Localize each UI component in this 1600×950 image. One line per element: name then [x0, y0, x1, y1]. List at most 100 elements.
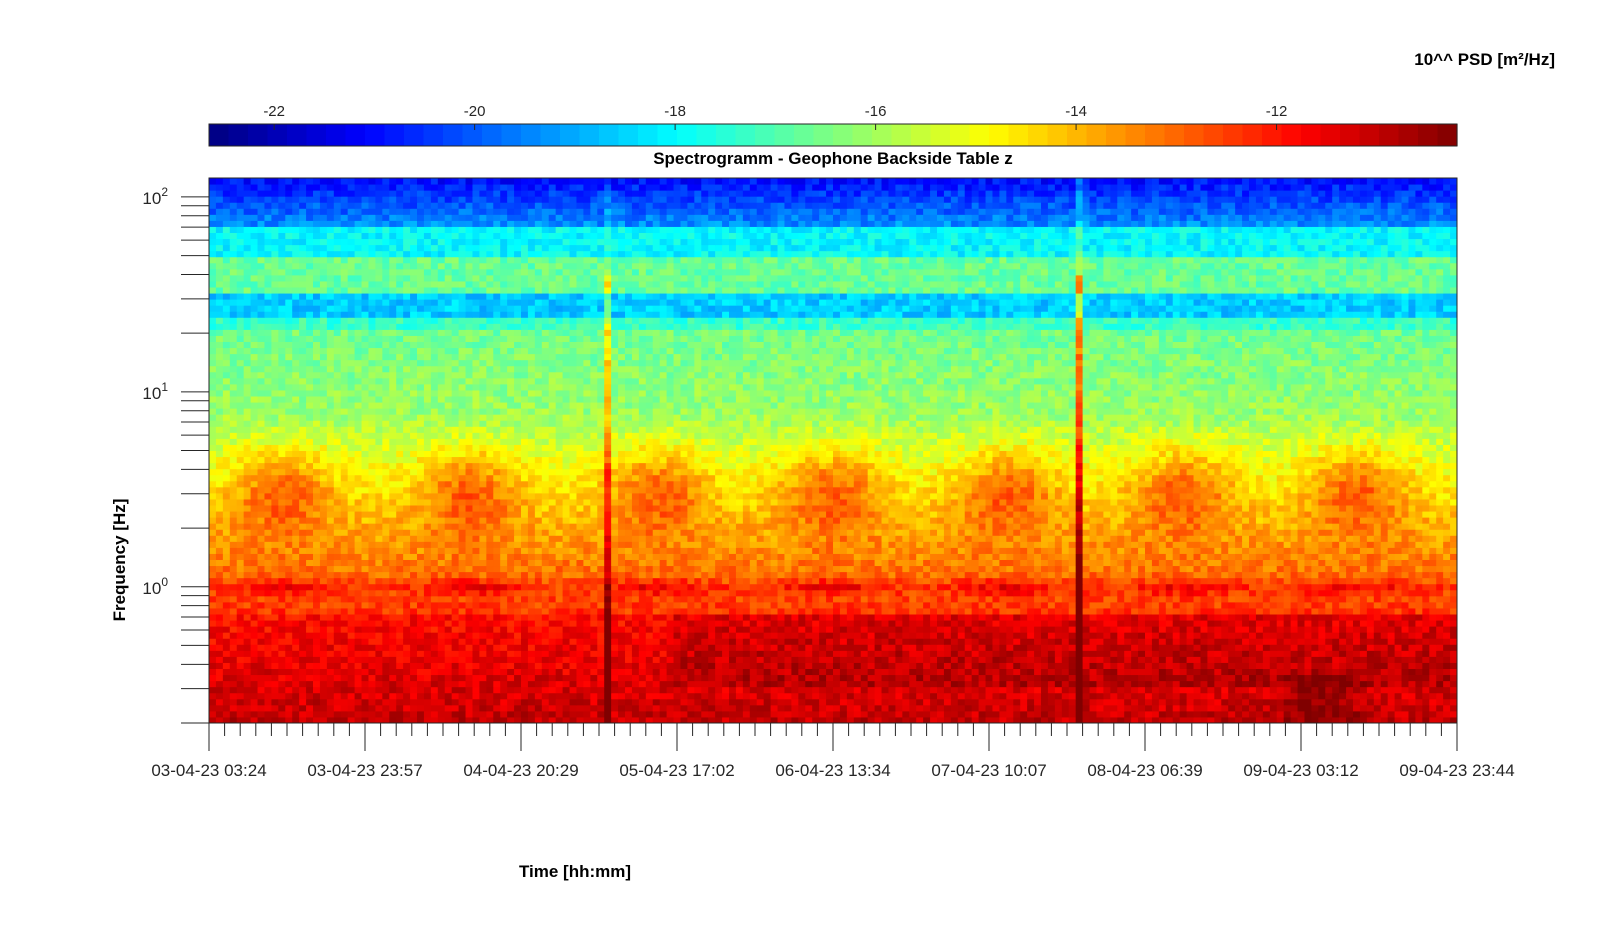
- heatmap-cell: [334, 632, 341, 639]
- heatmap-cell: [743, 681, 750, 688]
- heatmap-cell: [750, 584, 757, 591]
- heatmap-cell: [1395, 681, 1402, 688]
- heatmap-cell: [791, 687, 798, 694]
- heatmap-cell: [327, 687, 334, 694]
- heatmap-cell: [292, 681, 299, 688]
- colorbar-cell: [736, 124, 756, 146]
- heatmap-cell: [396, 584, 403, 591]
- heatmap-cell: [1298, 693, 1305, 700]
- heatmap-cell: [764, 693, 771, 700]
- heatmap-cell: [355, 632, 362, 639]
- heatmap-cell: [514, 681, 521, 688]
- heatmap-cell: [1339, 681, 1346, 688]
- heatmap-cell: [1235, 572, 1242, 579]
- heatmap-cell: [452, 626, 459, 633]
- heatmap-cell: [1180, 656, 1187, 663]
- heatmap-cell: [278, 626, 285, 633]
- heatmap-cell: [556, 656, 563, 663]
- heatmap-cell: [334, 687, 341, 694]
- heatmap-cell: [833, 681, 840, 688]
- heatmap-cell: [223, 687, 230, 694]
- heatmap-cell: [798, 590, 805, 597]
- heatmap-cell: [778, 656, 785, 663]
- heatmap-cell: [1124, 681, 1131, 688]
- heatmap-cell: [1034, 566, 1041, 573]
- heatmap-cell: [410, 566, 417, 573]
- heatmap-cell: [313, 693, 320, 700]
- heatmap-cell: [840, 602, 847, 609]
- heatmap-cell: [868, 662, 875, 669]
- heatmap-cell: [1381, 675, 1388, 682]
- heatmap-cell: [299, 584, 306, 591]
- heatmap-cell: [493, 596, 500, 603]
- heatmap-cell: [292, 584, 299, 591]
- heatmap-cell: [528, 626, 535, 633]
- colorbar-cell: [424, 124, 444, 146]
- heatmap-cell: [618, 566, 625, 573]
- heatmap-cell: [299, 687, 306, 694]
- heatmap-cell: [1166, 638, 1173, 645]
- colorbar-cell: [755, 124, 775, 146]
- heatmap-cell: [1277, 675, 1284, 682]
- heatmap-cell: [729, 578, 736, 585]
- heatmap-cell: [1249, 626, 1256, 633]
- heatmap-cell: [1076, 608, 1083, 615]
- heatmap-cell: [1131, 572, 1138, 579]
- heatmap-cell: [1277, 662, 1284, 669]
- heatmap-cell: [368, 578, 375, 585]
- heatmap-cell: [244, 650, 251, 657]
- heatmap-cell: [1325, 608, 1332, 615]
- heatmap-cell: [1083, 662, 1090, 669]
- heatmap-cell: [472, 687, 479, 694]
- heatmap-cell: [1020, 675, 1027, 682]
- heatmap-cell: [403, 675, 410, 682]
- heatmap-cell: [590, 626, 597, 633]
- heatmap-cell: [1395, 602, 1402, 609]
- heatmap-cell: [459, 699, 466, 706]
- heatmap-cell: [306, 620, 313, 627]
- heatmap-cell: [680, 662, 687, 669]
- heatmap-cell: [1381, 644, 1388, 651]
- heatmap-cell: [271, 662, 278, 669]
- heatmap-cell: [1138, 590, 1145, 597]
- heatmap-cell: [1013, 662, 1020, 669]
- heatmap-cell: [1228, 675, 1235, 682]
- heatmap-cell: [1214, 669, 1221, 676]
- heatmap-cell: [417, 590, 424, 597]
- heatmap-cell: [1402, 638, 1409, 645]
- heatmap-cell: [1408, 614, 1415, 621]
- heatmap-cell: [1277, 705, 1284, 712]
- heatmap-cell: [1353, 590, 1360, 597]
- heatmap-cell: [798, 711, 805, 718]
- heatmap-cell: [590, 662, 597, 669]
- heatmap-cell: [1194, 602, 1201, 609]
- heatmap-cell: [694, 596, 701, 603]
- heatmap-cell: [1214, 560, 1221, 567]
- heatmap-cell: [694, 644, 701, 651]
- heatmap-cell: [833, 675, 840, 682]
- heatmap-cell: [1360, 572, 1367, 579]
- heatmap-cell: [1145, 620, 1152, 627]
- heatmap-cell: [1408, 578, 1415, 585]
- heatmap-cell: [368, 596, 375, 603]
- heatmap-cell: [888, 620, 895, 627]
- heatmap-cell: [1048, 608, 1055, 615]
- heatmap-cell: [1117, 596, 1124, 603]
- heatmap-cell: [868, 705, 875, 712]
- heatmap-cell: [1415, 662, 1422, 669]
- heatmap-cell: [327, 572, 334, 579]
- heatmap-cell: [1242, 632, 1249, 639]
- heatmap-cell: [1013, 693, 1020, 700]
- heatmap-cell: [341, 638, 348, 645]
- heatmap-cell: [1270, 711, 1277, 718]
- heatmap-cell: [791, 662, 798, 669]
- heatmap-cell: [278, 620, 285, 627]
- heatmap-cell: [244, 675, 251, 682]
- heatmap-cell: [459, 638, 466, 645]
- heatmap-cell: [403, 578, 410, 585]
- heatmap-cell: [327, 669, 334, 676]
- heatmap-cell: [784, 596, 791, 603]
- heatmap-cell: [979, 578, 986, 585]
- heatmap-cell: [570, 650, 577, 657]
- heatmap-cell: [479, 656, 486, 663]
